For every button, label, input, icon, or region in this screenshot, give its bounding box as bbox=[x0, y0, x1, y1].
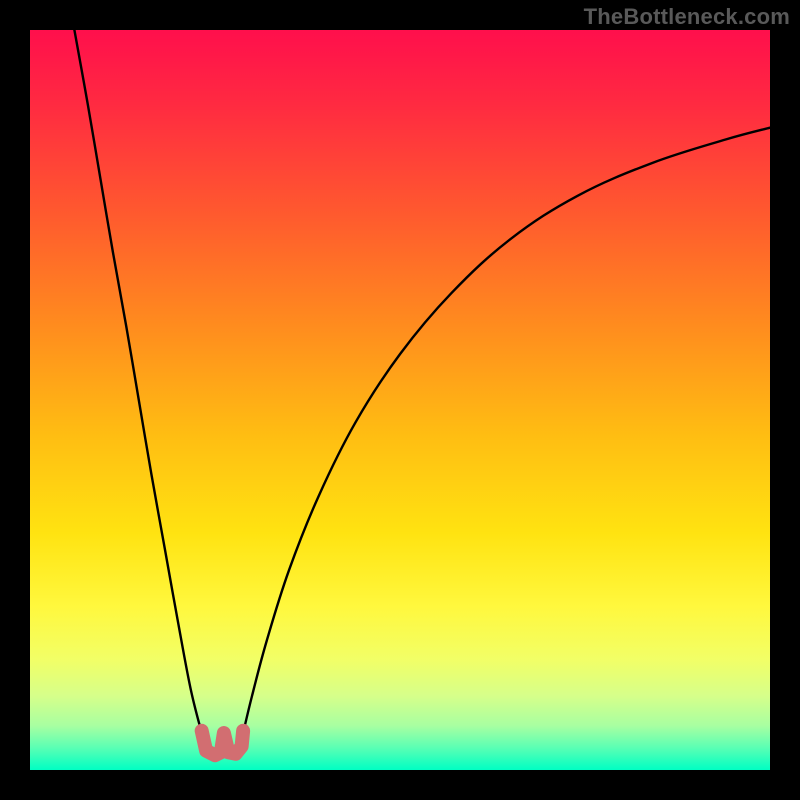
valley-marker bbox=[202, 731, 243, 755]
watermark-text: TheBottleneck.com bbox=[584, 4, 790, 30]
plot-area-gradient bbox=[30, 30, 770, 770]
chart-svg bbox=[0, 0, 800, 800]
chart-container: TheBottleneck.com bbox=[0, 0, 800, 800]
